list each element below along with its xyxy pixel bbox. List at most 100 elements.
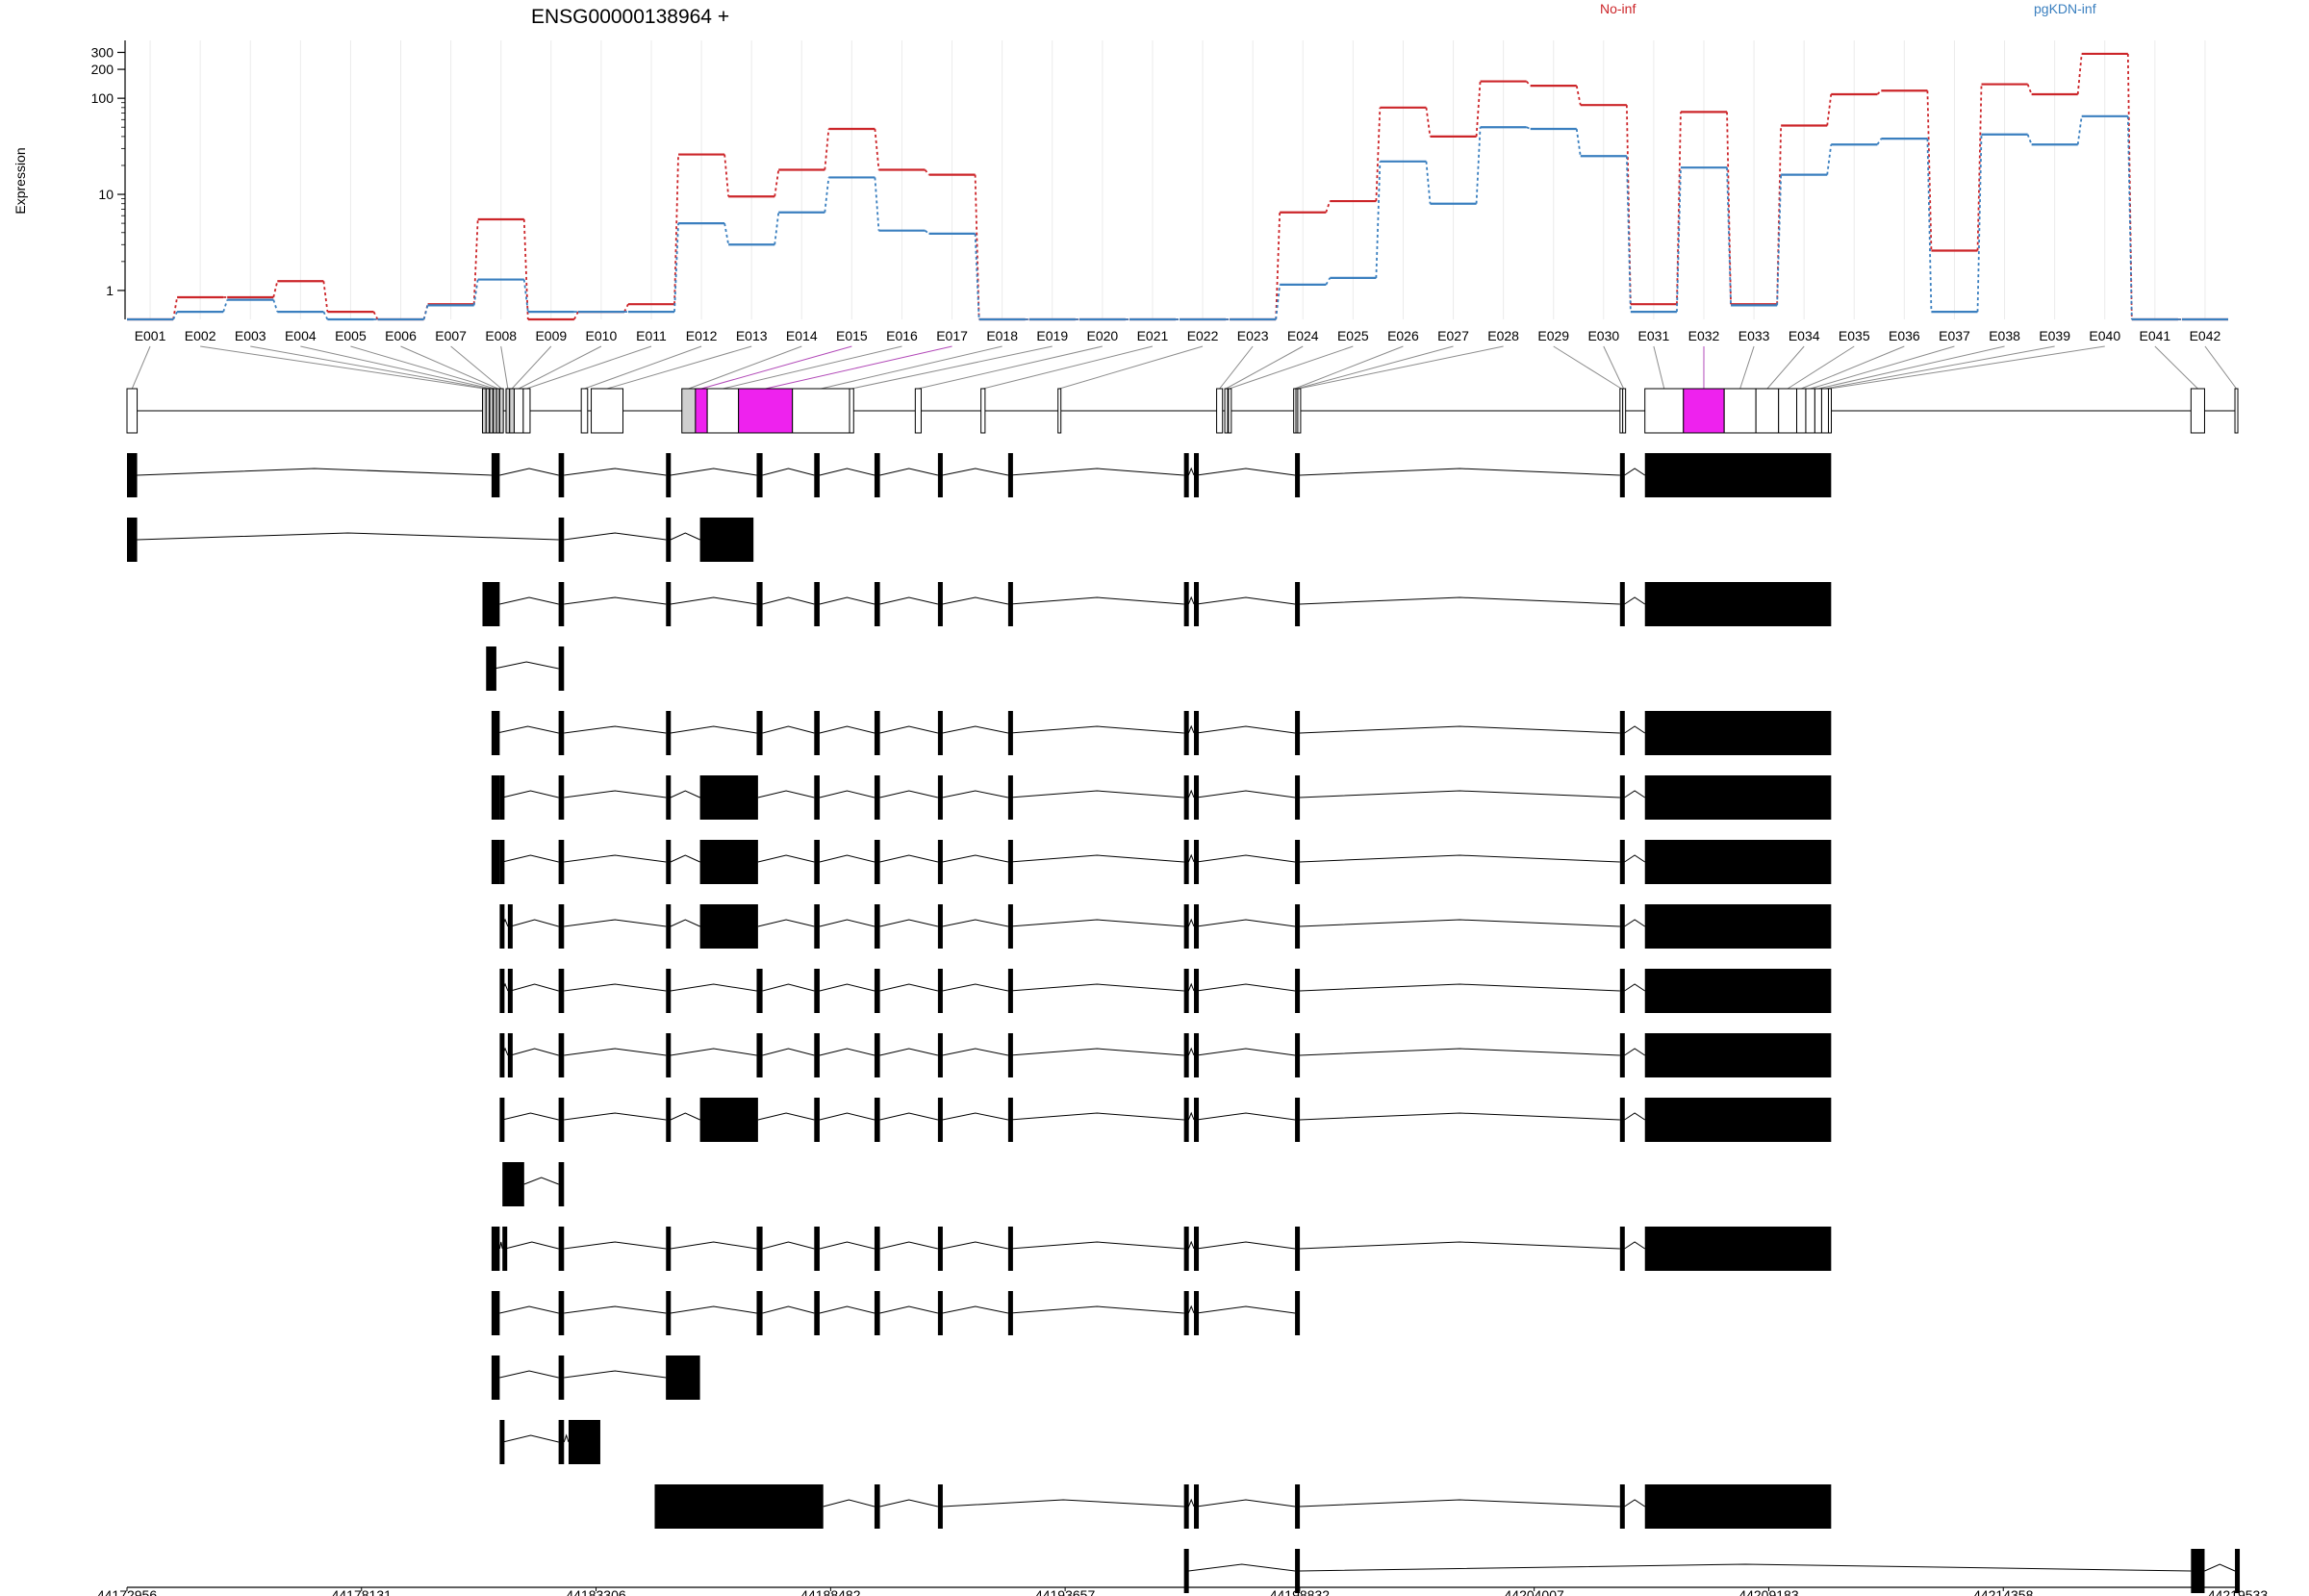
exon-connector [1787, 345, 1855, 390]
transcript-intron [1009, 596, 1184, 605]
transcript-exon [491, 646, 496, 691]
gene-exon [1057, 388, 1062, 434]
transcript-intron [1299, 1048, 1620, 1056]
transcript-exon [756, 1033, 763, 1077]
transcript-exon [1644, 1484, 1832, 1529]
transcript-exon [502, 1227, 508, 1271]
y-tick-label: 300 [91, 44, 114, 60]
exon-label: E003 [235, 328, 266, 343]
exon-label: E036 [1889, 328, 1920, 343]
exon-connector [821, 345, 1002, 390]
transcript-intron [762, 725, 815, 734]
exon-label: E017 [936, 328, 968, 343]
exon-connector [2204, 345, 2237, 390]
transcript-intron [879, 983, 939, 992]
transcript-exon [874, 711, 880, 755]
exon-label: E041 [2140, 328, 2171, 343]
exon-label: E006 [385, 328, 417, 343]
transcript-exon [491, 453, 500, 497]
transcript-exon [814, 1033, 820, 1077]
exon-label: E018 [986, 328, 1018, 343]
transcript-exon [756, 969, 763, 1013]
transcript-exon [499, 969, 505, 1013]
exon-connector [851, 345, 1053, 390]
transcript-exon [486, 646, 495, 691]
gene-exon [126, 388, 139, 434]
exon-connector [200, 345, 485, 390]
transcript-intron [1299, 1241, 1620, 1250]
transcript-exon [666, 1227, 672, 1271]
transcript-exon [558, 518, 565, 562]
gene-exon [1683, 388, 1725, 434]
transcript-exon [558, 1098, 565, 1142]
transcript-intron [1196, 790, 1296, 798]
transcript-exon [558, 1162, 565, 1206]
transcript-intron [1009, 1305, 1184, 1314]
genomic-tick-label: 44204007 [1505, 1587, 1565, 1596]
transcript-exon [756, 582, 763, 626]
transcript-intron [819, 919, 875, 927]
transcript-intron [1187, 1498, 1195, 1507]
transcript-exon [666, 904, 672, 949]
transcript-exon [1619, 840, 1625, 884]
y-tick-label: 10 [98, 187, 114, 202]
transcript-intron [1196, 1048, 1296, 1056]
transcript-exon [874, 1033, 880, 1077]
transcript-exon [127, 453, 138, 497]
transcript-intron [1299, 790, 1620, 798]
exon-label: E039 [2039, 328, 2070, 343]
transcript-exon [814, 840, 820, 884]
transcript-intron [942, 1499, 1184, 1507]
transcript-exon [666, 1291, 672, 1335]
transcript-intron [1196, 983, 1296, 992]
transcript-exon [814, 775, 820, 820]
exon-connector [765, 345, 952, 390]
transcript-intron [1624, 1048, 1646, 1056]
transcript-intron [819, 790, 875, 798]
transcript-intron [757, 919, 815, 927]
transcript-intron [137, 532, 559, 541]
transcript-exon [937, 775, 943, 820]
exon-connector [400, 345, 498, 390]
genomic-tick-label: 44198832 [1270, 1587, 1331, 1596]
transcript-exon [491, 840, 500, 884]
transcript-exon [699, 840, 758, 884]
transcript-intron [879, 596, 939, 605]
transcript-exon [814, 969, 820, 1013]
exon-label: E008 [485, 328, 517, 343]
transcript-exon [699, 518, 754, 562]
exon-label: E002 [185, 328, 216, 343]
transcript-intron [762, 1048, 815, 1056]
exon-connector [500, 345, 509, 390]
transcript-intron [564, 919, 667, 927]
transcript-exon [1007, 775, 1013, 820]
transcript-exon [2235, 1549, 2241, 1593]
transcript-intron [499, 1370, 559, 1379]
transcript-intron [757, 790, 815, 798]
transcript-intron [1624, 854, 1646, 863]
exon-connector [518, 345, 602, 390]
transcript-intron [1624, 596, 1646, 605]
transcript-intron [670, 596, 757, 605]
transcript-intron [504, 1241, 559, 1250]
gene-exon [580, 388, 589, 434]
exon-label: E004 [285, 328, 317, 343]
exon-connector [1553, 345, 1622, 390]
transcript-intron [1187, 918, 1195, 927]
transcript-intron [1299, 1499, 1620, 1507]
transcript-intron [1187, 1305, 1195, 1314]
gene-exon [481, 388, 487, 434]
transcript-exon [491, 1291, 500, 1335]
transcript-exon [937, 904, 943, 949]
transcript-exon [814, 904, 820, 949]
transcript-intron [670, 919, 700, 927]
transcript-exon [937, 1033, 943, 1077]
gene-exon [485, 388, 491, 434]
exon-connector [1296, 345, 1454, 390]
transcript-exon [756, 711, 763, 755]
transcript-intron [762, 596, 815, 605]
transcript-exon [1194, 1484, 1200, 1529]
gene-exon [1805, 388, 1815, 434]
transcript-intron [670, 468, 757, 476]
transcript-exon [814, 711, 820, 755]
